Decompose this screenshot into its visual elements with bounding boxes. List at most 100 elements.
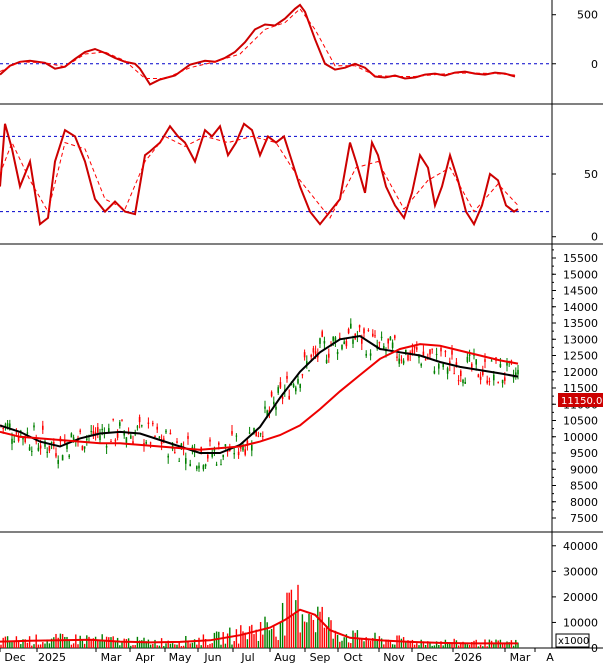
candle-body bbox=[165, 430, 167, 433]
volume-bar bbox=[517, 642, 519, 648]
volume-unit-label: x1000 bbox=[558, 636, 589, 647]
candle-body bbox=[154, 435, 156, 437]
volume-bar bbox=[66, 636, 68, 648]
candle-body bbox=[468, 354, 471, 356]
candle-body bbox=[61, 455, 64, 461]
candle-body bbox=[202, 465, 205, 470]
volume-bar bbox=[242, 631, 244, 648]
volume-bar bbox=[350, 643, 352, 648]
last-price-tag-background bbox=[558, 393, 603, 407]
volume-bar bbox=[141, 640, 143, 648]
candle-body bbox=[369, 353, 372, 356]
candle-body bbox=[288, 395, 290, 400]
volume-bar bbox=[411, 639, 414, 648]
candle-body bbox=[482, 370, 484, 375]
volume-bar bbox=[270, 628, 273, 648]
candle-body bbox=[501, 379, 504, 384]
volume-bar bbox=[310, 614, 312, 648]
volume-bar bbox=[372, 637, 374, 648]
candle-body bbox=[251, 445, 253, 451]
volume-bar bbox=[330, 620, 332, 648]
candle-body bbox=[145, 442, 147, 444]
volume-bar bbox=[108, 637, 110, 648]
volume-bar bbox=[394, 644, 396, 648]
x-tick-label: Nov bbox=[383, 651, 405, 664]
y-tick-label: 0 bbox=[591, 642, 598, 655]
candle-body bbox=[257, 435, 260, 437]
candle-body bbox=[451, 350, 453, 355]
volume-bar bbox=[462, 641, 464, 648]
y-tick-label: 14000 bbox=[563, 301, 598, 314]
volume-bar bbox=[466, 644, 469, 648]
volume-bar bbox=[391, 644, 394, 648]
volume-bar bbox=[244, 632, 246, 648]
volume-bar bbox=[48, 643, 51, 648]
volume-bar bbox=[169, 643, 172, 648]
volume-bar bbox=[207, 645, 209, 648]
last-price-tag-label: 11150.00 bbox=[561, 396, 603, 407]
y-tick-label: 30000 bbox=[563, 565, 598, 578]
volume-bar bbox=[110, 637, 112, 648]
volume-bar bbox=[281, 602, 284, 648]
candle-body bbox=[457, 380, 460, 382]
volume-bar bbox=[473, 640, 475, 648]
y-tick-label: 13000 bbox=[563, 333, 598, 346]
candle-body bbox=[363, 328, 365, 334]
volume-bar bbox=[479, 644, 482, 648]
volume-bar bbox=[231, 644, 233, 648]
candle-body bbox=[156, 426, 158, 430]
volume-bar bbox=[345, 634, 348, 648]
volume-bar bbox=[275, 636, 277, 648]
volume-bar bbox=[273, 626, 275, 648]
volume-bar bbox=[180, 646, 183, 648]
volume-bar bbox=[2, 637, 4, 648]
volume-bar bbox=[79, 635, 81, 648]
volume-bar bbox=[31, 645, 33, 648]
candle-body bbox=[66, 443, 68, 449]
volume-bar bbox=[407, 640, 409, 648]
x-tick-label: Jun bbox=[203, 651, 221, 664]
volume-bar bbox=[435, 641, 438, 648]
volume-bar bbox=[376, 639, 378, 648]
candle-body bbox=[475, 359, 477, 365]
candle-body bbox=[497, 382, 499, 384]
volume-bar bbox=[493, 642, 495, 648]
volume-bar bbox=[13, 640, 15, 648]
volume-bar bbox=[438, 645, 440, 648]
candle-body bbox=[499, 364, 502, 368]
candle-body bbox=[125, 437, 128, 443]
volume-bar bbox=[20, 644, 22, 648]
volume-bar bbox=[319, 611, 321, 648]
candle-body bbox=[24, 437, 26, 443]
volume-bar bbox=[134, 645, 136, 648]
candle-body bbox=[325, 359, 328, 364]
volume-bar bbox=[99, 640, 101, 648]
candle-body bbox=[321, 331, 323, 337]
y-tick-label: 15500 bbox=[563, 252, 598, 265]
volume-bar bbox=[477, 646, 480, 648]
volume-bar bbox=[413, 644, 416, 648]
volume-bar bbox=[171, 643, 174, 648]
candle-body bbox=[301, 374, 304, 376]
candle-body bbox=[127, 433, 130, 435]
x-axis-ticks: Dec 2025 Mar Apr May Jun Jul Aug Sep Oct Nov Dec 202… bbox=[0, 648, 554, 664]
x-tick-label: Dec bbox=[416, 651, 437, 664]
candle-body bbox=[101, 428, 103, 431]
candle-body bbox=[383, 346, 385, 349]
volume-bar bbox=[42, 642, 44, 648]
volume-bar bbox=[147, 639, 150, 648]
candle-body bbox=[466, 356, 469, 362]
volume-bar bbox=[400, 638, 403, 648]
volume-bar bbox=[332, 638, 334, 648]
indicator-series bbox=[0, 3, 519, 645]
candle-body bbox=[119, 422, 121, 426]
volume-bar bbox=[314, 632, 317, 648]
candle-body bbox=[350, 323, 352, 329]
volume-bar bbox=[127, 638, 130, 648]
volume-bar bbox=[114, 641, 117, 648]
series-line bbox=[0, 343, 519, 451]
candle-body bbox=[464, 382, 466, 384]
candle-body bbox=[132, 441, 134, 444]
volume-bar bbox=[427, 641, 429, 648]
y-tick-label: 8000 bbox=[570, 496, 598, 509]
